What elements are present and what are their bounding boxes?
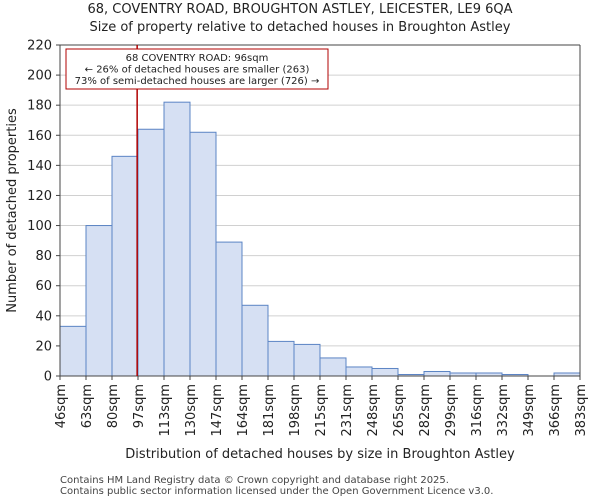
bar: [241, 304, 269, 377]
bar: [189, 131, 217, 377]
x-tick-label: 316sqm: [470, 384, 485, 437]
x-tick-label: 349sqm: [522, 384, 537, 437]
y-tick-label: 40: [35, 309, 52, 324]
x-tick-label: 130sqm: [184, 384, 199, 437]
bar: [85, 225, 113, 377]
y-tick-label: 200: [27, 69, 52, 84]
y-tick-label: 140: [27, 159, 52, 174]
y-tick-label: 80: [35, 249, 52, 264]
y-tick-label: 60: [35, 279, 52, 294]
y-axis-title: Number of detached properties: [5, 108, 20, 313]
y-tick-label: 20: [35, 339, 52, 354]
y-tick-label: 100: [27, 219, 52, 234]
bar: [423, 370, 451, 377]
x-tick-label: 63sqm: [80, 384, 95, 428]
bar: [267, 340, 295, 377]
x-tick-label: 198sqm: [288, 384, 303, 437]
y-tick-label: 180: [27, 99, 52, 114]
bar: [111, 155, 139, 377]
y-tick-label: 160: [27, 129, 52, 144]
x-tick-label: 164sqm: [236, 384, 251, 437]
bar: [319, 357, 347, 377]
annotation-line: 73% of semi-detached houses are larger (…: [75, 76, 320, 87]
y-tick-label: 220: [27, 39, 52, 54]
x-tick-label: 97sqm: [132, 384, 147, 428]
x-tick-label: 147sqm: [210, 384, 225, 437]
x-tick-label: 282sqm: [418, 384, 433, 437]
annotation-box: [65, 48, 329, 90]
annotation-line: ← 26% of detached houses are smaller (26…: [85, 65, 310, 76]
footer-copyright: Contains HM Land Registry data © Crown c…: [60, 475, 449, 486]
y-tick-label: 120: [27, 189, 52, 204]
x-tick-label: 383sqm: [574, 384, 589, 437]
x-tick-label: 181sqm: [262, 384, 277, 437]
x-tick-label: 248sqm: [366, 384, 381, 437]
x-tick-label: 215sqm: [314, 384, 329, 437]
bar: [345, 366, 373, 377]
x-tick-label: 299sqm: [444, 384, 459, 437]
x-tick-label: 265sqm: [392, 384, 407, 437]
bar: [163, 101, 191, 377]
annotation-line: 68 COVENTRY ROAD: 96sqm: [126, 53, 269, 64]
chart-title: 68, COVENTRY ROAD, BROUGHTON ASTLEY, LEI…: [87, 2, 513, 17]
chart-subtitle: Size of property relative to detached ho…: [89, 20, 511, 35]
bar: [293, 343, 321, 377]
bar: [215, 241, 243, 377]
x-tick-label: 332sqm: [496, 384, 511, 437]
y-tick-label: 0: [44, 370, 52, 385]
footer-licence: Contains public sector information licen…: [60, 486, 494, 497]
bar: [59, 325, 87, 377]
x-axis-title: Distribution of detached houses by size …: [125, 447, 515, 462]
x-tick-label: 80sqm: [106, 384, 121, 428]
x-tick-label: 46sqm: [54, 384, 69, 428]
x-tick-label: 366sqm: [548, 384, 563, 437]
bar: [371, 367, 399, 377]
x-tick-label: 231sqm: [340, 384, 355, 437]
x-tick-label: 113sqm: [158, 384, 173, 437]
bar: [137, 128, 165, 377]
